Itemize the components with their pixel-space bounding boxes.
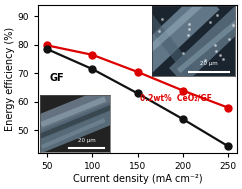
Y-axis label: Energy efficiency (%): Energy efficiency (%)	[5, 27, 15, 131]
X-axis label: Current density (mA cm⁻²): Current density (mA cm⁻²)	[73, 174, 203, 184]
Text: 0.2wt%  CeO₂/GF: 0.2wt% CeO₂/GF	[140, 93, 212, 102]
Text: GF: GF	[49, 73, 64, 83]
